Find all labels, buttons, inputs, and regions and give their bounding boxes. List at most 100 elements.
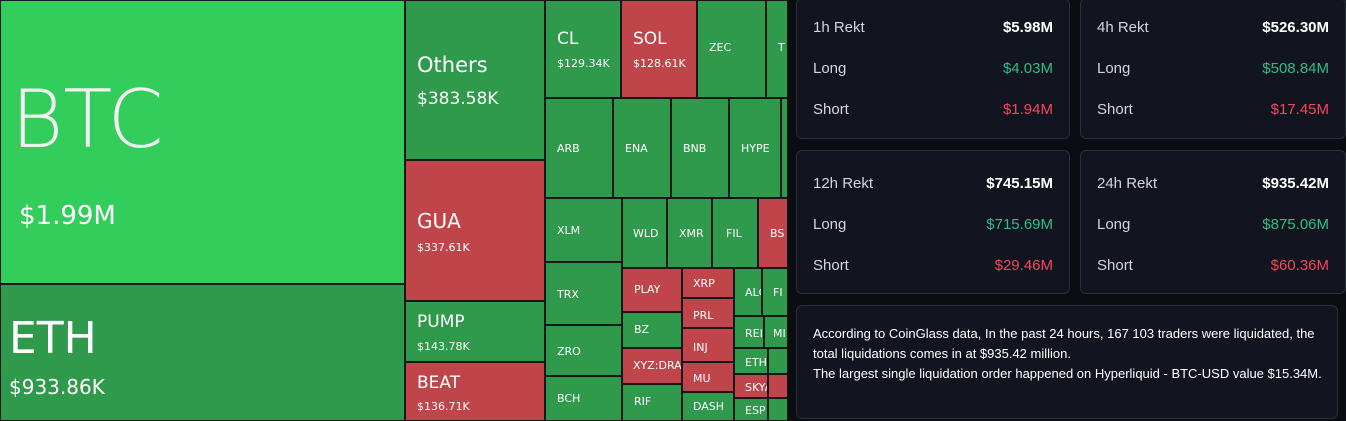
tile-symbol: ENA bbox=[625, 142, 648, 155]
treemap-tile-btc[interactable]: BTC $1.99M bbox=[0, 0, 405, 284]
treemap-tile[interactable] bbox=[768, 398, 788, 421]
treemap-tile-fi[interactable]: FI bbox=[762, 268, 788, 316]
treemap-tile-zro[interactable]: ZRO bbox=[545, 325, 622, 376]
treemap-tile-prl[interactable]: PRL bbox=[682, 298, 734, 328]
treemap-tile-xyzdra[interactable]: XYZ:DRA bbox=[622, 348, 682, 384]
rekt-card-1h: 1h Rekt $5.98M Long $4.03M Short $1.94M bbox=[796, 0, 1070, 139]
treemap-tile-zec[interactable]: ZEC bbox=[697, 0, 766, 98]
short-label: Short bbox=[1097, 101, 1133, 118]
treemap-tile[interactable] bbox=[768, 374, 788, 398]
tile-symbol: GUA bbox=[417, 209, 461, 233]
treemap-tile-alc[interactable]: ALC bbox=[734, 268, 762, 316]
treemap-tile-rei[interactable]: REI bbox=[734, 316, 764, 348]
card-title: 24h Rekt bbox=[1097, 175, 1158, 192]
long-value: $4.03M bbox=[1002, 60, 1053, 77]
tile-symbol: RIF bbox=[634, 395, 652, 408]
treemap-tile-arb[interactable]: ARB bbox=[545, 98, 613, 198]
tile-symbol: INJ bbox=[693, 341, 708, 354]
tile-symbol: ESP bbox=[745, 404, 766, 417]
treemap-tile-beat[interactable]: BEAT $136.71K bbox=[405, 362, 545, 421]
treemap-tile-xlm[interactable]: XLM bbox=[545, 198, 622, 262]
treemap-tile-dash[interactable]: DASH bbox=[682, 392, 734, 421]
treemap-tile-gua[interactable]: GUA $337.61K bbox=[405, 160, 545, 301]
tile-symbol: ZRO bbox=[557, 345, 581, 358]
long-label: Long bbox=[813, 216, 847, 233]
treemap-tile-wld[interactable]: WLD bbox=[622, 198, 667, 268]
tile-symbol: ETH bbox=[9, 313, 97, 364]
treemap-tile-sol[interactable]: SOL $128.61K bbox=[621, 0, 697, 98]
tile-symbol: ZEC bbox=[709, 41, 732, 54]
tile-symbol: XRP bbox=[693, 277, 715, 290]
treemap-tile-play[interactable]: PLAY bbox=[622, 268, 682, 312]
long-label: Long bbox=[813, 60, 847, 77]
treemap-tile[interactable] bbox=[768, 348, 788, 374]
tile-symbol: DASH bbox=[693, 400, 725, 413]
treemap-tile-bnb[interactable]: BNB bbox=[671, 98, 729, 198]
treemap-tile[interactable] bbox=[781, 98, 788, 198]
summary-line-2: The largest single liquidation order hap… bbox=[813, 366, 1322, 381]
tile-symbol: FI bbox=[773, 286, 783, 299]
card-total: $5.98M bbox=[1002, 19, 1053, 36]
treemap-tile-inj[interactable]: INJ bbox=[682, 328, 734, 362]
rekt-card-12h: 12h Rekt $745.15M Long $715.69M Short $29.4… bbox=[796, 150, 1070, 294]
tile-symbol: HYPE bbox=[741, 142, 770, 155]
treemap-tile-t[interactable]: T bbox=[766, 0, 788, 98]
card-total: $526.30M bbox=[1262, 19, 1329, 36]
treemap-tile-ena[interactable]: ENA bbox=[613, 98, 671, 198]
long-label: Long bbox=[1097, 60, 1131, 77]
treemap-tile-eth[interactable]: ETH $933.86K bbox=[0, 284, 405, 421]
card-title: 4h Rekt bbox=[1097, 19, 1149, 36]
tile-symbol: TRX bbox=[557, 288, 579, 301]
rekt-card-24h: 24h Rekt $935.42M Long $875.06M Short $60.3… bbox=[1080, 150, 1346, 294]
tile-value: $129.34K bbox=[557, 57, 610, 70]
treemap-tile-fil[interactable]: FIL bbox=[712, 198, 758, 268]
tile-symbol: PUMP bbox=[417, 312, 465, 332]
tile-symbol: SOL bbox=[633, 29, 667, 49]
treemap-tile-eth[interactable]: ETH bbox=[734, 348, 768, 374]
tile-symbol: SKYA bbox=[745, 381, 767, 394]
treemap-tile-xmr[interactable]: XMR bbox=[667, 198, 712, 268]
short-label: Short bbox=[813, 257, 849, 274]
tile-value: $383.58K bbox=[417, 89, 499, 109]
treemap-tile-bs[interactable]: BS bbox=[758, 198, 788, 268]
treemap-tile-xrp[interactable]: XRP bbox=[682, 268, 734, 298]
tile-symbol: XYZ:DRA bbox=[633, 359, 682, 372]
tile-symbol: ALC bbox=[745, 286, 761, 299]
tile-symbol: PRL bbox=[693, 309, 714, 322]
tile-symbol: ETH bbox=[745, 356, 767, 369]
tile-value: $143.78K bbox=[417, 340, 470, 353]
treemap-tile-skya[interactable]: SKYA bbox=[734, 374, 768, 398]
liquidation-summary: According to CoinGlass data, In the past… bbox=[796, 305, 1338, 419]
treemap-tile-mi[interactable]: MI bbox=[764, 316, 788, 348]
tile-symbol: WLD bbox=[633, 227, 659, 240]
treemap-tile-rif[interactable]: RIF bbox=[622, 384, 682, 421]
card-total: $745.15M bbox=[986, 175, 1053, 192]
treemap-tile-bz[interactable]: BZ bbox=[622, 312, 682, 348]
tile-symbol: BTC bbox=[11, 73, 164, 166]
treemap-tile-esp[interactable]: ESP bbox=[734, 398, 768, 421]
tile-value: $337.61K bbox=[417, 241, 470, 254]
long-value: $715.69M bbox=[986, 216, 1053, 233]
tile-symbol: MU bbox=[693, 372, 711, 385]
short-value: $17.45M bbox=[1270, 101, 1329, 118]
treemap-tile-cl[interactable]: CL $129.34K bbox=[545, 0, 621, 98]
treemap-tile-mu[interactable]: MU bbox=[682, 362, 734, 392]
tile-symbol: PLAY bbox=[634, 283, 661, 296]
tile-symbol: REI bbox=[745, 327, 763, 340]
tile-value: $136.71K bbox=[417, 400, 470, 413]
treemap-tile-pump[interactable]: PUMP $143.78K bbox=[405, 301, 545, 362]
treemap-tile-bch[interactable]: BCH bbox=[545, 376, 622, 421]
long-label: Long bbox=[1097, 216, 1131, 233]
rekt-stats-panel: 1h Rekt $5.98M Long $4.03M Short $1.94M 4h … bbox=[788, 0, 1346, 421]
short-value: $60.36M bbox=[1270, 257, 1329, 274]
short-label: Short bbox=[813, 101, 849, 118]
treemap-tile-others[interactable]: Others $383.58K bbox=[405, 0, 545, 160]
tile-symbol: BZ bbox=[634, 323, 650, 336]
tile-value: $1.99M bbox=[19, 201, 116, 231]
treemap-tile-trx[interactable]: TRX bbox=[545, 262, 622, 325]
long-value: $875.06M bbox=[1262, 216, 1329, 233]
tile-symbol: BCH bbox=[557, 392, 581, 405]
card-total: $935.42M bbox=[1262, 175, 1329, 192]
tile-symbol: BNB bbox=[683, 142, 707, 155]
treemap-tile-hype[interactable]: HYPE bbox=[729, 98, 781, 198]
